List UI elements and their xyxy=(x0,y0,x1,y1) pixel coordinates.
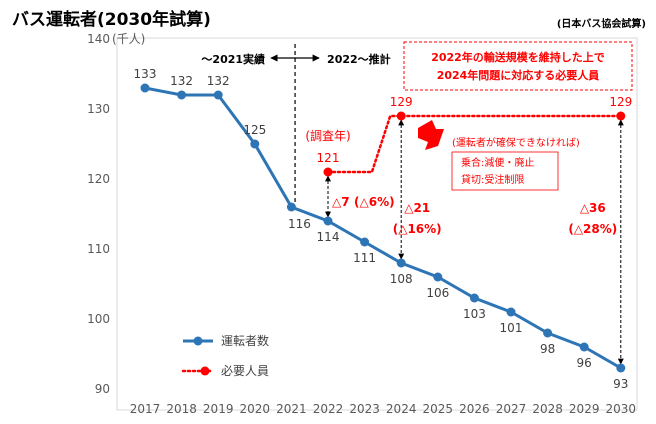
required-point xyxy=(396,111,406,121)
required-line xyxy=(326,114,623,174)
drivers-value-label: 125 xyxy=(243,123,266,137)
estimate-period-label: 2022〜推計 xyxy=(327,52,391,66)
y-tick-label: 120 xyxy=(87,172,110,186)
note-box-text: 2024年問題に対応する必要人員 xyxy=(437,68,600,82)
legend-drivers-marker xyxy=(193,336,203,346)
y-tick-label: 90 xyxy=(95,382,110,396)
x-tick-label: 2020 xyxy=(240,402,271,416)
required-point xyxy=(323,167,333,177)
drivers-value-label: 116 xyxy=(288,217,311,231)
required-point xyxy=(616,111,626,121)
y-tick-label: 140 xyxy=(87,32,110,46)
drivers-point xyxy=(250,139,260,149)
survey-year-label: (調査年) xyxy=(305,129,350,143)
source-note: (日本バス協会試算) xyxy=(556,19,646,30)
drivers-value-label: 106 xyxy=(426,286,449,300)
plot-area xyxy=(116,37,638,411)
required-value-label: 129 xyxy=(609,95,632,109)
gap-percent-label: (△28%) xyxy=(568,222,617,236)
x-tick-label: 2029 xyxy=(569,402,600,416)
drivers-value-label: 111 xyxy=(353,251,376,265)
consequence-box xyxy=(451,151,559,191)
x-tick-label: 2028 xyxy=(532,402,563,416)
drivers-point xyxy=(469,293,479,303)
drivers-point xyxy=(543,328,553,338)
drivers-point xyxy=(360,237,370,247)
drivers-value-label: 108 xyxy=(390,272,413,286)
x-tick-label: 2018 xyxy=(166,402,197,416)
y-tick-label: 110 xyxy=(87,242,110,256)
y-tick-label: 100 xyxy=(87,312,110,326)
drivers-value-label: 101 xyxy=(500,321,523,335)
consequence-text: 貸切:受注制限 xyxy=(461,173,524,186)
gap-value-label: △21 xyxy=(404,201,430,215)
y-tick-label: 130 xyxy=(87,102,110,116)
required-value-label: 121 xyxy=(317,151,340,165)
legend-drivers-label: 運転者数 xyxy=(221,333,269,348)
required-personnel-note-box xyxy=(403,41,633,91)
drivers-point xyxy=(286,202,296,212)
if-not-secured-label: (運転者が確保できなければ) xyxy=(452,136,580,149)
drivers-value-label: 114 xyxy=(317,230,340,244)
gap-value-label: △7 xyxy=(332,195,350,209)
x-tick-label: 2025 xyxy=(423,402,454,416)
drivers-point xyxy=(506,307,516,317)
x-tick-label: 2023 xyxy=(349,402,380,416)
legend-required-label: 必要人員 xyxy=(221,364,269,378)
note-box-text: 2022年の輸送規模を維持した上で xyxy=(431,50,605,64)
x-tick-label: 2026 xyxy=(459,402,490,416)
x-tick-label: 2017 xyxy=(130,402,161,416)
drivers-point xyxy=(140,83,150,93)
drivers-point xyxy=(177,90,187,100)
drivers-point xyxy=(433,272,443,282)
x-tick-label: 2021 xyxy=(276,402,307,416)
y-axis-unit: (千人) xyxy=(112,32,145,46)
red-arrow-icon xyxy=(418,120,444,150)
x-tick-label: 2030 xyxy=(606,402,637,416)
gap-percent-label: (△16%) xyxy=(393,222,442,236)
x-tick-label: 2022 xyxy=(313,402,344,416)
actual-period-label: 〜2021実績 xyxy=(201,52,265,66)
drivers-point xyxy=(396,258,406,268)
x-tick-label: 2027 xyxy=(496,402,527,416)
consequence-text: 乗合:減便・廃止 xyxy=(461,156,534,169)
x-tick-label: 2024 xyxy=(386,402,417,416)
drivers-value-label: 96 xyxy=(577,356,592,370)
drivers-point xyxy=(323,216,333,226)
gap-value-label: △36 xyxy=(580,201,606,215)
drivers-line xyxy=(144,86,622,370)
drivers-value-label: 93 xyxy=(613,377,628,391)
drivers-value-label: 132 xyxy=(207,74,230,88)
drivers-point xyxy=(579,342,589,352)
drivers-value-label: 133 xyxy=(134,67,157,81)
drivers-value-label: 132 xyxy=(170,74,193,88)
legend-required-marker xyxy=(200,366,210,376)
drivers-point xyxy=(213,90,223,100)
required-value-label: 129 xyxy=(390,95,413,109)
x-tick-label: 2019 xyxy=(203,402,234,416)
drivers-point xyxy=(616,363,626,373)
gap-percent-label: (△6%) xyxy=(354,195,395,209)
drivers-value-label: 98 xyxy=(540,342,555,356)
page-title: バス運転者(2030年試算) xyxy=(12,10,211,30)
drivers-value-label: 103 xyxy=(463,307,486,321)
